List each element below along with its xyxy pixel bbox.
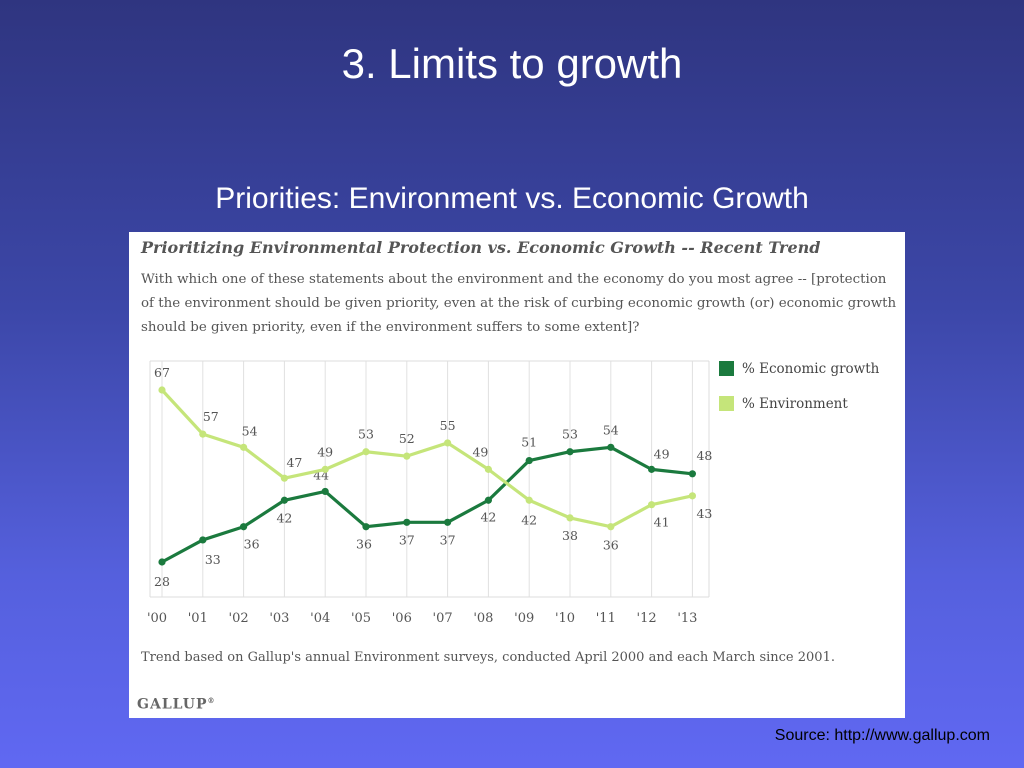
chart-panel: Prioritizing Environmental Protection vs… — [129, 232, 905, 718]
chart-footnote: Trend based on Gallup's annual Environme… — [141, 650, 835, 665]
gallup-logo-text: GALLUP — [137, 696, 208, 713]
legend-swatch — [719, 361, 734, 376]
data-point — [444, 439, 452, 447]
gallup-logo: GALLUP® — [137, 696, 214, 713]
data-label: 49 — [317, 444, 333, 459]
data-point — [688, 492, 697, 500]
data-label: 41 — [654, 515, 670, 530]
data-label: 54 — [242, 423, 258, 438]
x-tick-label: '05 — [351, 611, 371, 626]
data-point — [403, 518, 411, 526]
data-label: 42 — [521, 512, 537, 527]
x-tick-label: '06 — [392, 611, 412, 626]
x-tick-label: '01 — [188, 611, 208, 626]
data-point — [199, 430, 207, 438]
data-label: 49 — [654, 446, 670, 461]
data-point — [280, 474, 288, 482]
slide-title: 3. Limits to growth — [341, 40, 683, 87]
x-tick-label: '10 — [555, 611, 575, 626]
data-point — [321, 465, 329, 473]
x-tick-label: '04 — [310, 611, 330, 626]
data-point — [362, 448, 370, 456]
data-label: 52 — [399, 431, 415, 446]
legend-label: % Environment — [742, 396, 848, 412]
chart-title: Prioritizing Environmental Protection vs… — [141, 238, 821, 257]
data-label: 48 — [696, 448, 712, 463]
data-point — [607, 523, 615, 531]
data-label: 42 — [480, 509, 496, 524]
registered-mark: ® — [207, 696, 215, 705]
data-point — [648, 465, 656, 473]
data-point — [240, 443, 248, 451]
data-point — [444, 518, 452, 526]
data-label: 53 — [562, 427, 578, 442]
x-tick-label: '02 — [229, 611, 249, 626]
data-label: 37 — [399, 532, 415, 547]
data-label: 47 — [286, 455, 302, 470]
data-point — [362, 523, 370, 531]
x-tick-label: '03 — [269, 611, 289, 626]
data-point — [648, 501, 656, 509]
data-label: 54 — [603, 422, 619, 437]
series-line — [161, 445, 693, 564]
line-chart: '00 '01 '02 '03 '04 '05 '06 '07 '08 '09 '10 '11 '12 '… — [147, 360, 880, 626]
data-point — [158, 558, 166, 566]
x-tick-label: '12 — [637, 611, 657, 626]
data-point — [240, 523, 248, 531]
x-tick-label: '00 — [147, 611, 167, 626]
data-label: 49 — [472, 444, 488, 459]
data-point — [525, 496, 533, 504]
data-label: 37 — [440, 532, 456, 547]
series-line — [160, 388, 693, 529]
legend-swatch — [719, 396, 734, 411]
data-point — [566, 448, 574, 456]
data-label: 51 — [521, 435, 537, 450]
data-point — [525, 456, 533, 465]
data-label: 28 — [154, 574, 170, 589]
legend-label: % Economic growth — [742, 361, 880, 377]
data-point — [688, 470, 697, 478]
source-credit: Source: http://www.gallup.com — [774, 727, 990, 744]
data-point — [280, 496, 288, 504]
data-label: 53 — [358, 427, 374, 442]
x-tick-label: '09 — [514, 611, 534, 626]
slide-subtitle: Priorities: Environment vs. Economic Gro… — [215, 182, 809, 215]
data-point — [321, 487, 329, 496]
x-tick-label: '07 — [433, 611, 453, 626]
x-tick-label: '08 — [473, 611, 493, 626]
data-label: 36 — [603, 538, 619, 553]
data-label: 43 — [696, 506, 712, 521]
data-label: 33 — [205, 552, 221, 567]
data-point — [403, 452, 411, 460]
data-point — [566, 514, 574, 522]
data-point — [199, 536, 207, 544]
data-label: 36 — [244, 537, 260, 552]
x-tick-label: '13 — [677, 611, 697, 626]
data-point — [158, 386, 166, 394]
data-label: 67 — [154, 365, 170, 380]
data-label: 57 — [203, 409, 219, 424]
data-label: 38 — [562, 528, 578, 543]
data-label: 42 — [276, 510, 292, 525]
x-tick-label: '11 — [596, 611, 616, 626]
data-point — [484, 465, 492, 473]
data-point — [607, 443, 615, 451]
data-point — [484, 496, 492, 504]
data-label: 36 — [356, 537, 372, 552]
survey-question: With which one of these statements about… — [141, 272, 897, 335]
data-label: 55 — [440, 418, 456, 433]
